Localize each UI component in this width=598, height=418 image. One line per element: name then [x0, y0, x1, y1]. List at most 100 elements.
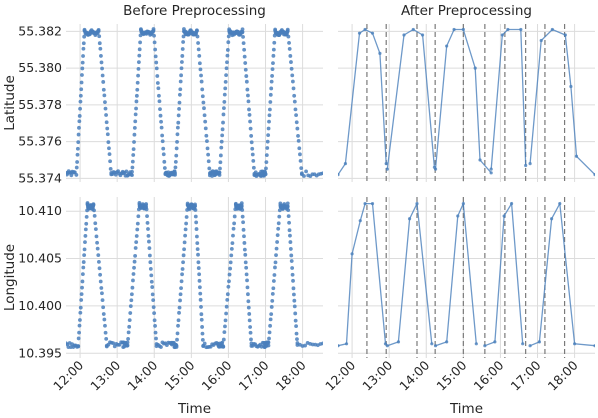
data-point	[287, 47, 292, 51]
data-point	[155, 81, 160, 85]
data-point	[179, 73, 183, 78]
data-point	[461, 202, 465, 206]
data-point	[241, 220, 245, 225]
data-point	[493, 340, 497, 344]
data-point	[84, 221, 89, 226]
data-point	[104, 120, 109, 125]
data-point	[93, 221, 98, 226]
data-point	[111, 341, 116, 346]
data-point	[151, 298, 156, 303]
data-point	[295, 337, 299, 342]
data-point	[83, 240, 87, 245]
data-point	[246, 99, 251, 104]
data-point	[179, 279, 184, 284]
data-point	[149, 279, 154, 284]
data-point	[95, 246, 100, 251]
data-point	[173, 159, 178, 164]
data-point	[182, 240, 187, 245]
data-point	[133, 112, 138, 117]
x-tick-label: 17:00	[236, 357, 272, 393]
panel-bottom-right: 12:00 13:00 14:00 15:00 16:00 17:00 18:00 Time	[322, 197, 595, 417]
data-point	[82, 247, 87, 252]
data-point	[96, 253, 101, 258]
data-point	[92, 208, 96, 213]
data-point	[521, 342, 525, 346]
data-point	[246, 299, 251, 304]
data-point	[79, 87, 84, 92]
data-point	[292, 93, 297, 98]
data-point	[148, 267, 153, 271]
data-point	[161, 146, 166, 151]
data-point	[263, 171, 268, 176]
data-point	[179, 66, 184, 71]
data-point	[502, 214, 506, 218]
data-point	[288, 233, 292, 238]
data-point	[302, 174, 306, 178]
data-point	[84, 214, 89, 219]
data-point	[128, 311, 133, 315]
data-point	[178, 87, 183, 92]
data-point	[240, 30, 245, 34]
data-point	[81, 41, 86, 46]
data-point	[79, 80, 84, 85]
data-point	[137, 47, 142, 52]
series-line	[529, 28, 595, 176]
data-point	[378, 51, 382, 55]
data-point	[396, 340, 401, 344]
data-point	[135, 87, 140, 92]
data-point	[197, 54, 202, 58]
series-line	[387, 201, 433, 347]
data-point	[384, 162, 388, 166]
data-point	[277, 214, 282, 219]
data-point	[292, 292, 296, 297]
data-point	[131, 153, 136, 157]
data-point	[74, 173, 79, 177]
data-point	[193, 208, 198, 212]
data-point	[267, 330, 272, 335]
data-point	[132, 126, 137, 130]
data-point	[198, 297, 203, 302]
data-point	[200, 87, 205, 92]
data-point	[180, 272, 184, 277]
data-point	[272, 273, 277, 277]
data-point	[149, 273, 154, 278]
data-point	[385, 167, 389, 171]
data-point	[159, 345, 163, 349]
panel-title: After Preprocessing	[401, 3, 532, 19]
data-point	[152, 40, 157, 45]
data-point	[175, 331, 180, 336]
data-point	[151, 305, 156, 310]
panel-top-left: 55.374 55.376 55.378 55.380 55.382 Before Pre…	[2, 3, 323, 185]
data-point	[268, 323, 273, 328]
data-point	[195, 241, 200, 246]
data-point	[135, 227, 140, 232]
y-tick-label: 55.376	[18, 134, 62, 149]
data-point	[76, 336, 81, 341]
data-point	[95, 240, 99, 245]
data-point	[99, 54, 103, 58]
data-point	[178, 79, 183, 84]
data-point	[266, 340, 271, 345]
data-point	[264, 160, 269, 165]
data-point	[129, 298, 134, 303]
data-point	[363, 202, 367, 206]
data-point	[77, 330, 81, 335]
data-point	[75, 146, 80, 151]
data-point	[245, 285, 250, 290]
data-point	[105, 132, 110, 137]
data-point	[221, 120, 225, 125]
data-point	[288, 240, 293, 244]
data-point	[271, 61, 275, 66]
data-point	[268, 317, 273, 322]
y-tick-label: 55.374	[18, 170, 62, 185]
data-point	[77, 323, 82, 328]
data-point	[228, 260, 233, 265]
data-point	[207, 166, 212, 171]
data-point	[193, 202, 197, 207]
data-point	[251, 158, 256, 163]
data-point	[509, 202, 514, 206]
data-point	[229, 246, 234, 251]
data-point	[173, 172, 177, 177]
data-point	[285, 27, 290, 32]
data-point	[197, 272, 202, 277]
